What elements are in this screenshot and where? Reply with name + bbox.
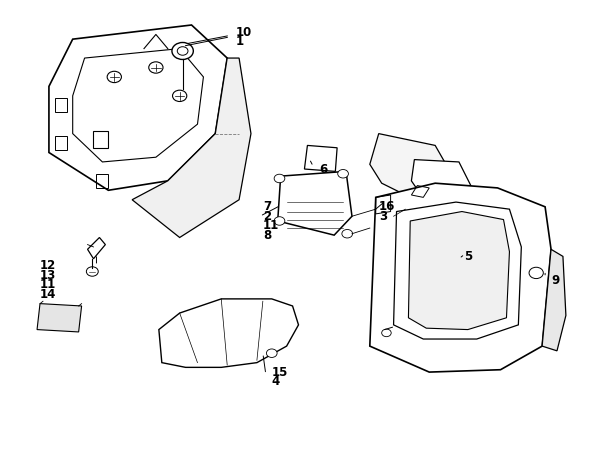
- Text: 2: 2: [263, 210, 271, 223]
- Circle shape: [87, 267, 99, 276]
- Polygon shape: [411, 160, 471, 207]
- Text: 11: 11: [40, 278, 56, 291]
- Bar: [55, 98, 67, 113]
- Circle shape: [338, 170, 349, 178]
- Bar: [55, 136, 67, 150]
- Circle shape: [381, 329, 391, 337]
- Circle shape: [274, 174, 285, 183]
- Text: 7: 7: [263, 200, 271, 213]
- Text: 8: 8: [263, 228, 271, 242]
- Text: 12: 12: [40, 259, 56, 272]
- Polygon shape: [132, 58, 251, 238]
- Polygon shape: [370, 133, 450, 195]
- Text: 4: 4: [272, 375, 280, 388]
- Text: 5: 5: [464, 250, 472, 263]
- Text: 14: 14: [40, 288, 56, 301]
- Polygon shape: [408, 211, 509, 330]
- Polygon shape: [278, 171, 352, 235]
- Polygon shape: [49, 25, 227, 190]
- Text: 11: 11: [263, 219, 279, 232]
- Polygon shape: [370, 183, 551, 372]
- Circle shape: [529, 267, 543, 278]
- Text: 10: 10: [236, 26, 253, 38]
- Text: 16: 16: [378, 200, 395, 213]
- Bar: [97, 174, 108, 188]
- Text: 3: 3: [378, 210, 387, 223]
- Text: 13: 13: [40, 269, 56, 282]
- Text: 6: 6: [319, 162, 328, 176]
- Polygon shape: [159, 299, 298, 367]
- Text: 15: 15: [272, 366, 288, 379]
- Polygon shape: [304, 145, 337, 171]
- Polygon shape: [542, 249, 566, 351]
- Text: 1: 1: [236, 35, 244, 48]
- Circle shape: [172, 42, 193, 59]
- Bar: [94, 131, 108, 148]
- Circle shape: [266, 349, 277, 358]
- Text: 9: 9: [551, 274, 559, 286]
- Circle shape: [274, 217, 285, 225]
- Polygon shape: [37, 304, 82, 332]
- Circle shape: [342, 229, 353, 238]
